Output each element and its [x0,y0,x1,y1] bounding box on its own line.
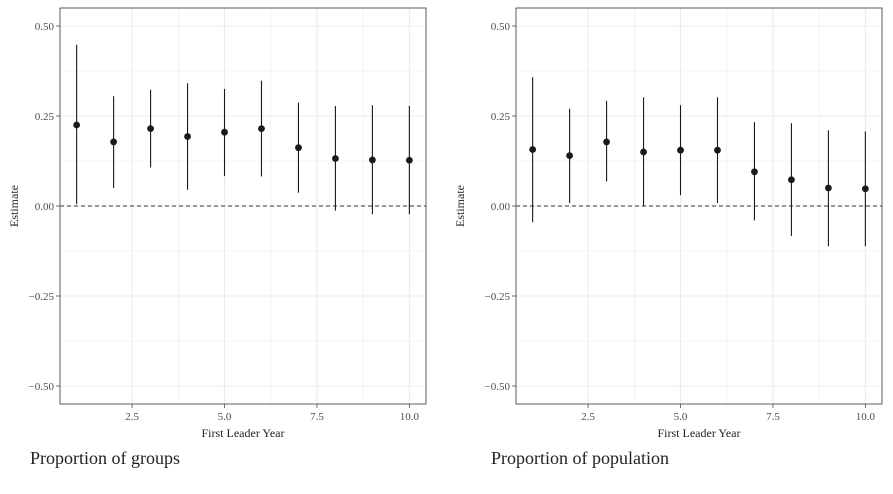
y-tick-label: 0.50 [491,21,511,33]
data-point [824,184,832,192]
data-point [405,156,413,164]
y-tick-label: −0.50 [485,381,511,393]
y-axis-title: Estimate [453,185,467,227]
x-tick-label: 7.5 [310,411,324,423]
data-point [566,152,574,160]
plot-frame [59,7,427,405]
data-point [258,125,265,132]
data-point [295,144,302,152]
chart-proportion-of-groups: 2.5 5.0 7.5 10.0 −0.50 −0.25 0.00 0.25 0.50 First… [7,7,427,440]
data-point [184,133,191,140]
x-tick-label: 5.0 [674,411,688,423]
y-axis-title: Estimate [7,185,21,227]
x-tick-label: 10.0 [400,411,420,423]
y-tick-label: −0.25 [29,291,55,303]
x-tick-label: 5.0 [218,411,232,423]
data-point [332,155,339,162]
data-point [110,138,118,146]
data-point [147,125,154,132]
data-point [751,168,758,176]
x-axis-title: First Leader Year [202,426,285,440]
data-point [73,121,81,129]
y-tick-label: 0.25 [35,111,55,123]
data-point [861,185,869,193]
caption-proportion-of-population: Proportion of population [491,448,669,468]
x-tick-label: 2.5 [125,411,139,423]
y-tick-label: 0.25 [491,111,511,123]
plot-frame [515,7,883,405]
chart-proportion-of-population: 2.5 5.0 7.5 10.0 −0.50 −0.25 0.00 0.25 0.50 First… [453,7,883,440]
x-axis-title: First Leader Year [658,426,741,440]
data-point [368,156,376,164]
data-point [640,148,647,156]
y-tick-label: 0.00 [491,201,511,213]
x-tick-label: 2.5 [581,411,595,423]
data-point [221,128,228,136]
x-tick-label: 10.0 [856,411,876,423]
data-point [603,138,610,146]
data-point [677,146,684,154]
y-tick-label: 0.00 [35,201,55,213]
y-tick-label: −0.50 [29,381,55,393]
caption-proportion-of-groups: Proportion of groups [30,448,180,468]
y-tick-label: 0.50 [35,21,55,33]
data-point [788,176,795,184]
data-point [714,146,721,154]
data-point [529,146,537,153]
x-tick-label: 7.5 [766,411,780,423]
y-tick-label: −0.25 [485,291,511,303]
